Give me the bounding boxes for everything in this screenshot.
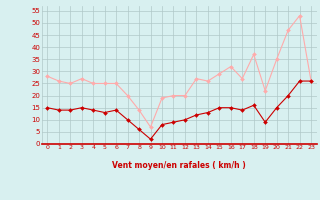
X-axis label: Vent moyen/en rafales ( km/h ): Vent moyen/en rafales ( km/h ) <box>112 161 246 170</box>
